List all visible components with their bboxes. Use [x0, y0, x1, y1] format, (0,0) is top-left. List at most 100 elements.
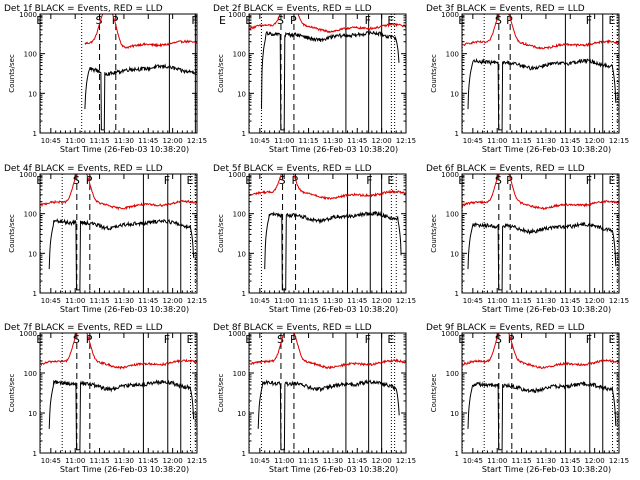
y-tick-label: 1000	[441, 171, 459, 179]
y-axis-label: Counts/sec	[217, 54, 225, 93]
panel-title: Det 7f BLACK = Events, RED = LLD	[4, 323, 163, 333]
event-marker-label: F	[365, 333, 371, 346]
event-marker-label: E	[387, 174, 394, 187]
event-marker-label: E	[609, 14, 616, 27]
y-tick-label: 1	[33, 450, 37, 458]
detector-panel: Det 8f BLACK = Events, RED = LLD Counts/s…	[213, 323, 416, 474]
event-marker-label: F	[586, 333, 592, 346]
y-axis-label: Counts/sec	[8, 374, 16, 413]
y-tick-label: 1	[242, 290, 246, 298]
y-tick-label: 10	[450, 410, 459, 418]
event-marker-label: S	[277, 14, 284, 27]
plot-frame	[461, 332, 620, 454]
detector-panel: Det 6f BLACK = Events, RED = LLD Counts/s…	[426, 164, 629, 314]
y-tick-label: 100	[24, 51, 37, 59]
events-series-line	[264, 210, 402, 291]
y-tick-label: 100	[24, 370, 37, 378]
lld-series-line	[462, 333, 619, 369]
x-tick-label: 11:45	[138, 457, 158, 465]
event-marker-label: P	[112, 14, 119, 27]
y-axis-label: Counts/sec	[430, 214, 438, 253]
events-series-line	[467, 380, 617, 451]
event-marker-label: P	[292, 174, 299, 187]
x-axis-label: Start Time (26-Feb-03 10:38:20)	[269, 145, 398, 154]
panel-title: Det 9f BLACK = Events, RED = LLD	[426, 323, 585, 333]
x-tick-label: 11:00	[487, 297, 507, 305]
x-tick-label: 12:00	[163, 457, 183, 465]
lld-series-line	[40, 174, 197, 211]
x-tick-label: 11:30	[536, 137, 556, 145]
x-tick-label: 11:00	[487, 457, 507, 465]
event-marker-label: E	[187, 333, 194, 346]
x-tick-label: 10:45	[250, 297, 270, 305]
plot-frame	[248, 13, 407, 134]
plot-frame	[248, 173, 407, 294]
x-tick-label: 11:00	[65, 457, 85, 465]
panel-title: Det 4f BLACK = Events, RED = LLD	[4, 164, 163, 174]
event-marker-label: E	[187, 174, 194, 187]
x-axis-label: Start Time (26-Feb-03 10:38:20)	[60, 305, 189, 314]
y-tick-label: 10	[28, 90, 37, 98]
y-tick-label: 1000	[228, 171, 246, 179]
y-tick-label: 10	[450, 250, 459, 258]
panel-title: Det 1f BLACK = Events, RED = LLD	[4, 4, 163, 14]
event-marker-label: S	[495, 333, 502, 346]
event-marker-label: F	[586, 14, 592, 27]
x-tick-label: 11:15	[511, 137, 531, 145]
detector-panel: Det 2f BLACK = Events, RED = LLD Counts/s…	[213, 4, 416, 154]
x-tick-label: 12:00	[372, 137, 392, 145]
plot-frame	[39, 332, 198, 454]
plot-frame	[248, 332, 407, 454]
event-marker-label: P	[290, 14, 297, 27]
x-tick-label: 11:15	[89, 297, 109, 305]
x-tick-label: 11:15	[511, 297, 531, 305]
detector-panel: Det 7f BLACK = Events, RED = LLD Counts/s…	[4, 323, 207, 474]
event-marker-label: E	[219, 14, 226, 27]
x-tick-label: 11:15	[89, 137, 109, 145]
plot-frame	[39, 173, 198, 294]
y-tick-label: 1000	[441, 330, 459, 338]
x-tick-label: 12:15	[609, 137, 629, 145]
lld-series-line	[249, 333, 406, 370]
y-tick-label: 10	[237, 410, 246, 418]
x-tick-label: 12:15	[187, 297, 207, 305]
events-series-line	[48, 218, 195, 291]
y-tick-label: 100	[233, 370, 246, 378]
x-tick-label: 11:45	[560, 137, 580, 145]
event-marker-label: S	[73, 333, 80, 346]
event-marker-label: E	[387, 333, 394, 346]
x-tick-label: 12:15	[609, 457, 629, 465]
events-series-line	[467, 221, 617, 291]
y-axis-label: Counts/sec	[8, 54, 16, 93]
event-marker-label: F	[164, 333, 170, 346]
x-tick-label: 12:00	[372, 457, 392, 465]
x-axis-label: Start Time (26-Feb-03 10:38:20)	[482, 145, 611, 154]
events-series-line	[261, 29, 400, 131]
x-tick-label: 12:15	[609, 297, 629, 305]
event-marker-label: S	[277, 333, 284, 346]
panel-title: Det 3f BLACK = Events, RED = LLD	[426, 4, 585, 14]
y-tick-label: 10	[28, 250, 37, 258]
x-tick-label: 12:00	[163, 137, 183, 145]
y-tick-label: 1	[33, 290, 37, 298]
x-tick-label: 11:00	[274, 137, 294, 145]
x-tick-label: 11:45	[560, 457, 580, 465]
event-marker-label: P	[290, 333, 297, 346]
x-tick-label: 10:45	[41, 457, 61, 465]
event-marker-label: E	[609, 174, 616, 187]
x-tick-label: 11:45	[347, 457, 367, 465]
x-tick-label: 11:30	[114, 137, 134, 145]
x-tick-label: 11:45	[138, 137, 158, 145]
x-tick-label: 11:30	[323, 297, 343, 305]
x-axis-label: Start Time (26-Feb-03 10:38:20)	[482, 465, 611, 474]
y-axis-label: Counts/sec	[430, 374, 438, 413]
y-tick-label: 100	[233, 51, 246, 59]
x-tick-label: 12:00	[585, 297, 605, 305]
event-marker-label: E	[387, 14, 394, 27]
event-marker-label: S	[279, 174, 286, 187]
lld-series-line	[249, 174, 406, 200]
y-tick-label: 1	[242, 450, 246, 458]
x-tick-label: 11:30	[114, 297, 134, 305]
plot-frame	[461, 13, 620, 134]
y-tick-label: 10	[237, 250, 246, 258]
